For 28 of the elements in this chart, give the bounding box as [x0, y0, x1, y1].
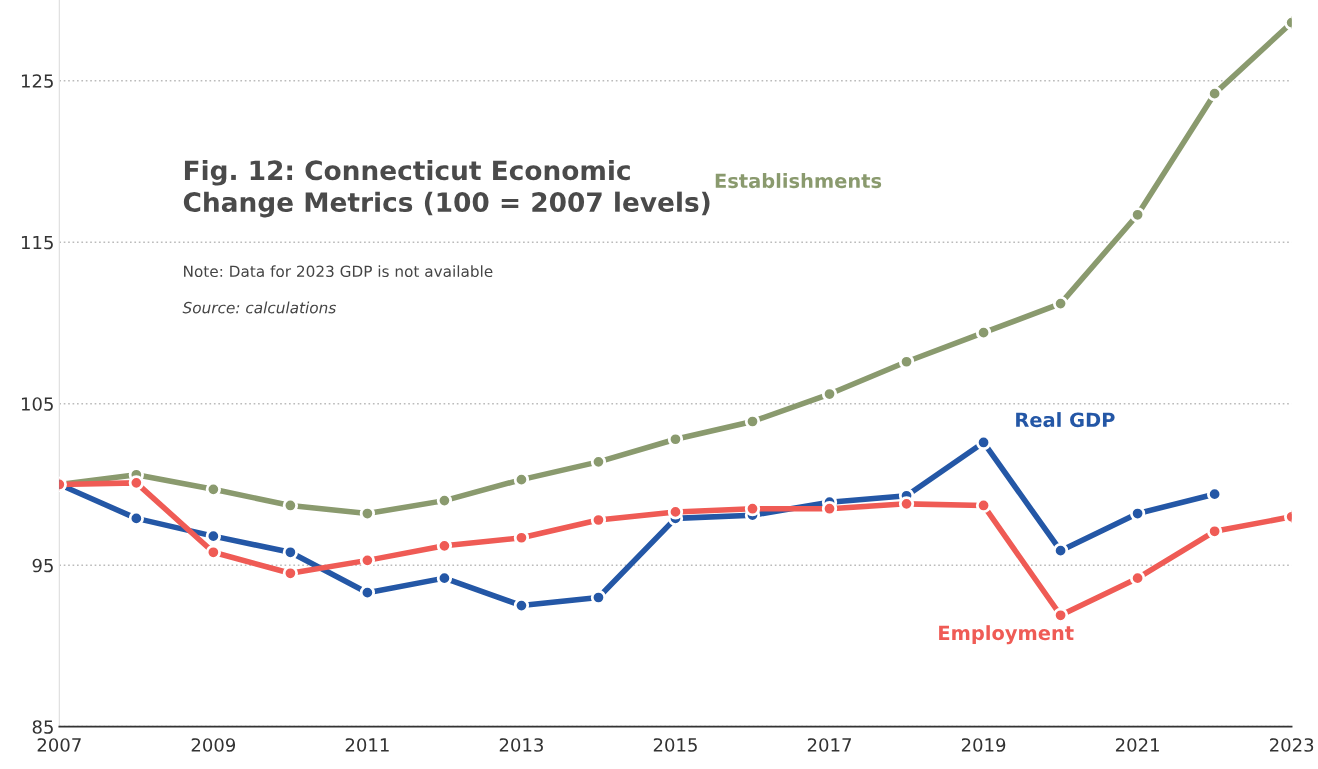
point: [1129, 570, 1146, 586]
text: Establishments: [715, 173, 882, 189]
point: [744, 501, 761, 517]
x-tick-label: 2013: [499, 738, 543, 752]
x-tick-label: 2009: [191, 738, 236, 752]
y-tick-label: 125: [21, 74, 53, 88]
y-tick-label: 95: [32, 558, 53, 573]
y-tick-label: 105: [21, 397, 53, 411]
series-label: Real GDP: [1016, 412, 1115, 428]
point: [1129, 207, 1146, 223]
x-tick-label: 2021: [1115, 738, 1159, 752]
x-tick-label: 2023: [1269, 738, 1314, 752]
y-tick-label: 115: [21, 235, 53, 250]
point: [1206, 86, 1223, 102]
y-tick-label: 85: [32, 720, 53, 734]
x-tick-label: 2015: [653, 738, 697, 752]
point: [205, 544, 221, 560]
x-tick-label: 2019: [961, 738, 1006, 752]
x-tick-label: 2017: [807, 738, 851, 752]
point: [282, 565, 299, 581]
point: [128, 475, 144, 491]
annotation: Note: Data for 2023 GDP is not available: [184, 265, 493, 278]
x-tick-label: 2007: [37, 738, 81, 752]
point: [1052, 607, 1069, 623]
series-label: Employment: [939, 625, 1074, 645]
annotation: Source: calculations: [182, 301, 336, 314]
x-tick-label: 2011: [345, 738, 389, 752]
text: Fig. 12: Connecticut Economic Change Metrics (100 = 2007 levels): [183, 159, 710, 218]
